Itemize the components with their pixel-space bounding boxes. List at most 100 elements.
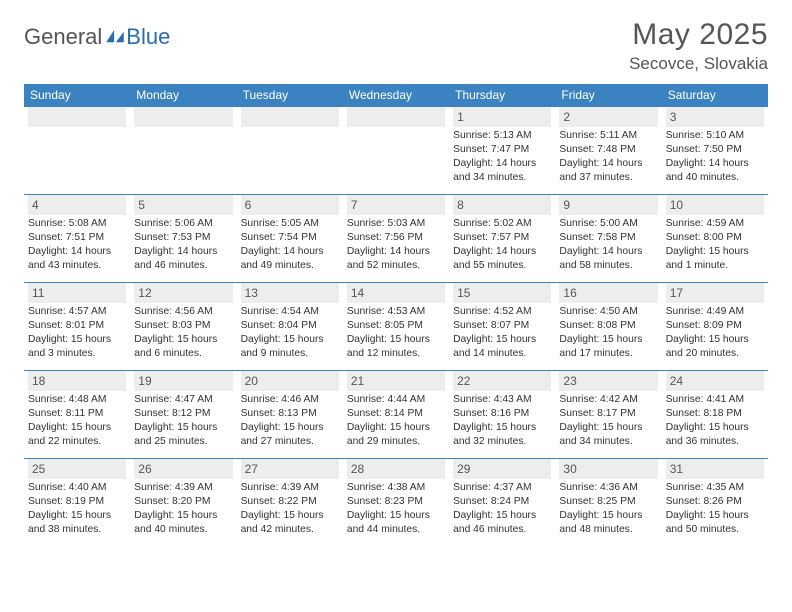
day-number-empty bbox=[347, 107, 445, 127]
calendar-day-cell: 9Sunrise: 5:00 AMSunset: 7:58 PMDaylight… bbox=[555, 195, 661, 283]
day-number: 21 bbox=[347, 371, 445, 391]
day-details: Sunrise: 4:54 AMSunset: 8:04 PMDaylight:… bbox=[241, 303, 339, 361]
day-details: Sunrise: 4:57 AMSunset: 8:01 PMDaylight:… bbox=[28, 303, 126, 361]
day-number: 14 bbox=[347, 283, 445, 303]
day-number: 26 bbox=[134, 459, 232, 479]
day-details: Sunrise: 4:39 AMSunset: 8:20 PMDaylight:… bbox=[134, 479, 232, 537]
day-number: 1 bbox=[453, 107, 551, 127]
calendar-day-cell: 11Sunrise: 4:57 AMSunset: 8:01 PMDayligh… bbox=[24, 283, 130, 371]
day-details: Sunrise: 5:11 AMSunset: 7:48 PMDaylight:… bbox=[559, 127, 657, 185]
calendar-day-cell bbox=[24, 107, 130, 195]
calendar-day-cell bbox=[237, 107, 343, 195]
calendar-week-row: 11Sunrise: 4:57 AMSunset: 8:01 PMDayligh… bbox=[24, 283, 768, 371]
day-details: Sunrise: 4:42 AMSunset: 8:17 PMDaylight:… bbox=[559, 391, 657, 449]
day-details: Sunrise: 4:43 AMSunset: 8:16 PMDaylight:… bbox=[453, 391, 551, 449]
calendar-day-cell: 3Sunrise: 5:10 AMSunset: 7:50 PMDaylight… bbox=[662, 107, 768, 195]
calendar-day-cell: 7Sunrise: 5:03 AMSunset: 7:56 PMDaylight… bbox=[343, 195, 449, 283]
calendar-day-cell bbox=[130, 107, 236, 195]
day-number: 5 bbox=[134, 195, 232, 215]
location: Secovce, Slovakia bbox=[629, 54, 768, 74]
day-number: 29 bbox=[453, 459, 551, 479]
header: General Blue May 2025 Secovce, Slovakia bbox=[24, 18, 768, 74]
month-title: May 2025 bbox=[629, 18, 768, 52]
day-number: 9 bbox=[559, 195, 657, 215]
day-details: Sunrise: 4:41 AMSunset: 8:18 PMDaylight:… bbox=[666, 391, 764, 449]
day-number: 7 bbox=[347, 195, 445, 215]
calendar-day-cell: 4Sunrise: 5:08 AMSunset: 7:51 PMDaylight… bbox=[24, 195, 130, 283]
calendar-day-cell: 26Sunrise: 4:39 AMSunset: 8:20 PMDayligh… bbox=[130, 459, 236, 547]
day-details: Sunrise: 5:08 AMSunset: 7:51 PMDaylight:… bbox=[28, 215, 126, 273]
day-details: Sunrise: 4:59 AMSunset: 8:00 PMDaylight:… bbox=[666, 215, 764, 273]
day-details: Sunrise: 4:36 AMSunset: 8:25 PMDaylight:… bbox=[559, 479, 657, 537]
day-details: Sunrise: 4:48 AMSunset: 8:11 PMDaylight:… bbox=[28, 391, 126, 449]
day-details: Sunrise: 5:03 AMSunset: 7:56 PMDaylight:… bbox=[347, 215, 445, 273]
weekday-header: Saturday bbox=[662, 84, 768, 107]
calendar-day-cell: 18Sunrise: 4:48 AMSunset: 8:11 PMDayligh… bbox=[24, 371, 130, 459]
day-details: Sunrise: 4:53 AMSunset: 8:05 PMDaylight:… bbox=[347, 303, 445, 361]
day-number-empty bbox=[28, 107, 126, 127]
day-number: 6 bbox=[241, 195, 339, 215]
day-details: Sunrise: 5:02 AMSunset: 7:57 PMDaylight:… bbox=[453, 215, 551, 273]
day-details: Sunrise: 5:13 AMSunset: 7:47 PMDaylight:… bbox=[453, 127, 551, 185]
calendar-day-cell: 8Sunrise: 5:02 AMSunset: 7:57 PMDaylight… bbox=[449, 195, 555, 283]
calendar-day-cell: 14Sunrise: 4:53 AMSunset: 8:05 PMDayligh… bbox=[343, 283, 449, 371]
calendar-body: 1Sunrise: 5:13 AMSunset: 7:47 PMDaylight… bbox=[24, 107, 768, 547]
calendar-day-cell: 2Sunrise: 5:11 AMSunset: 7:48 PMDaylight… bbox=[555, 107, 661, 195]
day-number: 11 bbox=[28, 283, 126, 303]
calendar-day-cell: 24Sunrise: 4:41 AMSunset: 8:18 PMDayligh… bbox=[662, 371, 768, 459]
day-details: Sunrise: 5:05 AMSunset: 7:54 PMDaylight:… bbox=[241, 215, 339, 273]
calendar-day-cell: 13Sunrise: 4:54 AMSunset: 8:04 PMDayligh… bbox=[237, 283, 343, 371]
day-details: Sunrise: 4:40 AMSunset: 8:19 PMDaylight:… bbox=[28, 479, 126, 537]
calendar-day-cell: 10Sunrise: 4:59 AMSunset: 8:00 PMDayligh… bbox=[662, 195, 768, 283]
day-details: Sunrise: 4:52 AMSunset: 8:07 PMDaylight:… bbox=[453, 303, 551, 361]
calendar-week-row: 1Sunrise: 5:13 AMSunset: 7:47 PMDaylight… bbox=[24, 107, 768, 195]
calendar-day-cell: 20Sunrise: 4:46 AMSunset: 8:13 PMDayligh… bbox=[237, 371, 343, 459]
day-number: 13 bbox=[241, 283, 339, 303]
calendar-day-cell: 31Sunrise: 4:35 AMSunset: 8:26 PMDayligh… bbox=[662, 459, 768, 547]
calendar-day-cell bbox=[343, 107, 449, 195]
logo: General Blue bbox=[24, 18, 170, 50]
calendar-week-row: 18Sunrise: 4:48 AMSunset: 8:11 PMDayligh… bbox=[24, 371, 768, 459]
calendar-week-row: 4Sunrise: 5:08 AMSunset: 7:51 PMDaylight… bbox=[24, 195, 768, 283]
calendar-day-cell: 28Sunrise: 4:38 AMSunset: 8:23 PMDayligh… bbox=[343, 459, 449, 547]
calendar-day-cell: 6Sunrise: 5:05 AMSunset: 7:54 PMDaylight… bbox=[237, 195, 343, 283]
day-details: Sunrise: 4:44 AMSunset: 8:14 PMDaylight:… bbox=[347, 391, 445, 449]
calendar-day-cell: 21Sunrise: 4:44 AMSunset: 8:14 PMDayligh… bbox=[343, 371, 449, 459]
calendar-day-cell: 12Sunrise: 4:56 AMSunset: 8:03 PMDayligh… bbox=[130, 283, 236, 371]
calendar-day-cell: 22Sunrise: 4:43 AMSunset: 8:16 PMDayligh… bbox=[449, 371, 555, 459]
weekday-header: Sunday bbox=[24, 84, 130, 107]
calendar-day-cell: 29Sunrise: 4:37 AMSunset: 8:24 PMDayligh… bbox=[449, 459, 555, 547]
day-number: 23 bbox=[559, 371, 657, 391]
logo-sail-icon bbox=[106, 30, 124, 44]
day-details: Sunrise: 4:49 AMSunset: 8:09 PMDaylight:… bbox=[666, 303, 764, 361]
day-number-empty bbox=[134, 107, 232, 127]
calendar-day-cell: 25Sunrise: 4:40 AMSunset: 8:19 PMDayligh… bbox=[24, 459, 130, 547]
calendar-day-cell: 16Sunrise: 4:50 AMSunset: 8:08 PMDayligh… bbox=[555, 283, 661, 371]
calendar-day-cell: 15Sunrise: 4:52 AMSunset: 8:07 PMDayligh… bbox=[449, 283, 555, 371]
day-number: 15 bbox=[453, 283, 551, 303]
day-number: 17 bbox=[666, 283, 764, 303]
day-number: 18 bbox=[28, 371, 126, 391]
day-number: 12 bbox=[134, 283, 232, 303]
day-details: Sunrise: 5:00 AMSunset: 7:58 PMDaylight:… bbox=[559, 215, 657, 273]
weekday-header: Wednesday bbox=[343, 84, 449, 107]
day-number: 24 bbox=[666, 371, 764, 391]
day-number: 31 bbox=[666, 459, 764, 479]
weekday-header: Monday bbox=[130, 84, 236, 107]
day-details: Sunrise: 4:47 AMSunset: 8:12 PMDaylight:… bbox=[134, 391, 232, 449]
weekday-header: Thursday bbox=[449, 84, 555, 107]
day-number: 27 bbox=[241, 459, 339, 479]
day-number: 30 bbox=[559, 459, 657, 479]
day-number: 8 bbox=[453, 195, 551, 215]
day-number: 2 bbox=[559, 107, 657, 127]
calendar-day-cell: 19Sunrise: 4:47 AMSunset: 8:12 PMDayligh… bbox=[130, 371, 236, 459]
day-number-empty bbox=[241, 107, 339, 127]
logo-text-1: General bbox=[24, 24, 102, 50]
day-details: Sunrise: 4:37 AMSunset: 8:24 PMDaylight:… bbox=[453, 479, 551, 537]
day-number: 28 bbox=[347, 459, 445, 479]
weekday-header: Friday bbox=[555, 84, 661, 107]
calendar-day-cell: 5Sunrise: 5:06 AMSunset: 7:53 PMDaylight… bbox=[130, 195, 236, 283]
calendar-week-row: 25Sunrise: 4:40 AMSunset: 8:19 PMDayligh… bbox=[24, 459, 768, 547]
calendar-day-cell: 23Sunrise: 4:42 AMSunset: 8:17 PMDayligh… bbox=[555, 371, 661, 459]
day-number: 20 bbox=[241, 371, 339, 391]
